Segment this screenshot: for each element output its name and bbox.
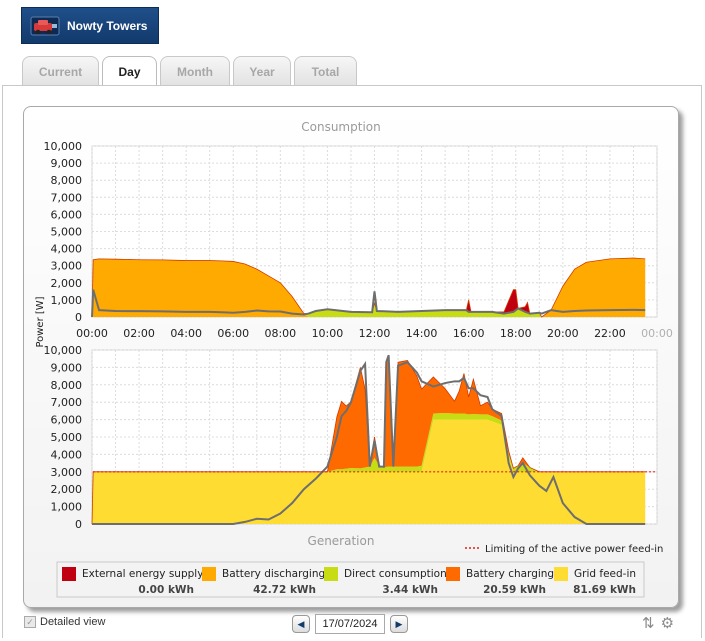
power-line-2 — [92, 354, 646, 525]
y-tick-label: 5,000 — [51, 431, 83, 444]
chart-panel: Consumption 00:00 02:00 04:00 06:00 08:00 10:… — [23, 106, 679, 608]
x-tick-label: 14:00 — [406, 327, 438, 340]
date-navigator: ◀ 17/07/2024 ▶ — [292, 614, 408, 634]
detailed-view-label: Detailed view — [40, 616, 106, 628]
previous-day-button[interactable]: ◀ — [292, 615, 310, 633]
generation-areas — [91, 354, 657, 525]
x-tick-label: 04:00 — [170, 327, 202, 340]
power-line-1 — [91, 289, 646, 318]
legend-name: Battery charging — [466, 568, 554, 580]
y-tick-label: 6,000 — [51, 414, 83, 427]
limit-legend-label: Limiting of the active power feed-in — [485, 544, 663, 555]
x-tick-label: 22:00 — [594, 327, 626, 340]
tab-month[interactable]: Month — [160, 56, 230, 86]
period-tabs: Current Day Month Year Total — [22, 56, 360, 87]
brand-header[interactable]: Nowty Towers — [21, 7, 159, 44]
legend-box — [56, 561, 645, 598]
legend-items: External energy supply 0.00 kWh Battery di… — [62, 567, 636, 596]
y-tick-label: 10,000 — [44, 140, 83, 153]
detailed-view-toggle[interactable]: ✓ Detailed view — [24, 616, 105, 628]
y-tick-label: 8,000 — [51, 379, 83, 392]
y-tick-label: 0 — [75, 311, 82, 324]
y-axis-label: Power [W] — [35, 296, 46, 347]
y-tick-label: 4,000 — [51, 448, 83, 461]
x-tick-label: 16:00 — [453, 327, 485, 340]
x-tick-label: 00:00 — [76, 327, 108, 340]
legend-name: External energy supply — [82, 568, 203, 580]
legend-name: Direct consumption — [344, 568, 447, 580]
x-tick-label: 10:00 — [312, 327, 344, 340]
y-tick-label: 6,000 — [51, 208, 83, 221]
y-tick-label: 10,000 — [44, 344, 83, 357]
x-tick-label: 06:00 — [217, 327, 249, 340]
area-top-outline — [91, 357, 646, 525]
x-tick-label: 12:00 — [359, 327, 391, 340]
next-day-button[interactable]: ▶ — [390, 615, 408, 633]
x-tick-label: 00:00 — [641, 327, 673, 340]
footer-tools: ⇅ ⚙ — [642, 614, 674, 632]
settings-gear-icon[interactable]: ⚙ — [660, 615, 675, 632]
consumption-areas — [91, 257, 646, 318]
brand-title: Nowty Towers — [67, 18, 148, 33]
legend-swatch — [324, 567, 338, 581]
y-tick-label: 2,000 — [51, 277, 83, 290]
area-direct-consumption-2 — [92, 412, 646, 524]
tab-day[interactable]: Day — [102, 56, 157, 87]
checkbox-icon[interactable]: ✓ — [24, 616, 36, 628]
y-tick-label: 9,000 — [51, 361, 83, 374]
y-tick-label: 1,000 — [51, 501, 83, 514]
generation-y-ticks: 0 1,000 2,000 3,000 4,000 5,000 6,000 7,000 8,00… — [44, 344, 83, 531]
x-tick-label: 08:00 — [264, 327, 296, 340]
consumption-x-ticks: 00:00 02:00 04:00 06:00 08:00 10:00 12:00 14:00… — [76, 327, 673, 340]
y-tick-label: 2,000 — [51, 483, 83, 496]
tab-year[interactable]: Year — [233, 56, 291, 86]
consumption-y-ticks: 0 1,000 2,000 3,000 4,000 5,000 6,000 7,000 8,00… — [44, 140, 83, 324]
legend-swatch — [202, 567, 216, 581]
legend-swatch — [62, 567, 76, 581]
y-tick-label: 3,000 — [51, 466, 83, 479]
y-tick-label: 7,000 — [51, 191, 83, 204]
chevron-left-icon: ◀ — [297, 618, 305, 629]
legend-total: 81.69 kWh — [573, 584, 636, 596]
generation-chart-title: Generation — [308, 534, 375, 548]
date-input[interactable]: 17/07/2024 — [315, 614, 385, 634]
x-tick-label: 18:00 — [500, 327, 532, 340]
legend-total: 42.72 kWh — [253, 584, 316, 596]
legend-swatch — [554, 567, 568, 581]
y-tick-label: 0 — [75, 518, 82, 531]
consumption-chart-title: Consumption — [301, 120, 380, 134]
y-tick-label: 7,000 — [51, 396, 83, 409]
legend-total: 3.44 kWh — [382, 584, 438, 596]
tab-total[interactable]: Total — [294, 56, 357, 86]
legend-name: Grid feed-in — [574, 568, 636, 580]
legend-total: 0.00 kWh — [138, 584, 194, 596]
area-battery-discharging-1 — [92, 258, 646, 317]
footer-bar: ✓ Detailed view ◀ 17/07/2024 ▶ ⇅ ⚙ — [24, 614, 684, 636]
x-tick-label: 20:00 — [547, 327, 579, 340]
y-tick-label: 5,000 — [51, 226, 83, 239]
y-tick-label: 4,000 — [51, 243, 83, 256]
legend-name: Battery discharging — [222, 568, 325, 580]
tab-current[interactable]: Current — [22, 56, 99, 86]
y-tick-label: 9,000 — [51, 157, 83, 170]
y-tick-label: 1,000 — [51, 294, 83, 307]
legend-swatch — [446, 567, 460, 581]
export-icon[interactable]: ⇅ — [642, 615, 655, 632]
car-logo-icon — [30, 16, 60, 35]
y-tick-label: 3,000 — [51, 260, 83, 273]
x-tick-label: 02:00 — [123, 327, 155, 340]
legend-total: 20.59 kWh — [483, 584, 546, 596]
chevron-right-icon: ▶ — [395, 618, 403, 629]
y-tick-label: 8,000 — [51, 174, 83, 187]
energy-charts: Consumption 00:00 02:00 04:00 06:00 08:00 10:… — [35, 120, 673, 598]
